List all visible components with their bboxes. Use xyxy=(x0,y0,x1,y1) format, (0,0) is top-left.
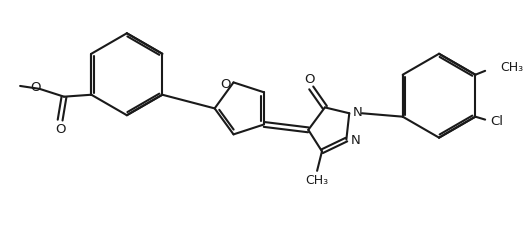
Text: Cl: Cl xyxy=(490,115,504,128)
Text: CH₃: CH₃ xyxy=(305,174,329,187)
Text: O: O xyxy=(304,73,314,86)
Text: O: O xyxy=(55,123,66,136)
Text: O: O xyxy=(30,81,41,94)
Text: N: N xyxy=(350,134,360,147)
Text: CH₃: CH₃ xyxy=(500,62,523,74)
Text: N: N xyxy=(353,106,363,119)
Text: O: O xyxy=(221,78,231,91)
